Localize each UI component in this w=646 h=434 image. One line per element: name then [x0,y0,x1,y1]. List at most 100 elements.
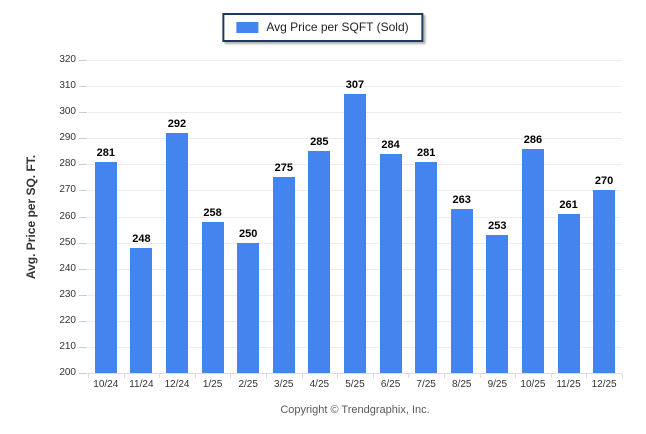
x-tick-label: 11/25 [556,379,581,390]
bar-cell: 270 [586,60,622,373]
y-axis-tick-labels: 320 310 300 290 280 270 260 250 240 230 220 210 200 [0,55,76,378]
y-tick-mark [79,242,87,244]
bar-cell: 275 [266,60,302,373]
y-tick-mark [79,60,87,61]
x-boundary-tick [444,374,445,378]
bar-cell: 263 [444,60,480,373]
bar-value-label: 286 [523,133,543,146]
copyright-text: Copyright © Trendgraphix, Inc. [280,404,430,416]
bar-value-label: 258 [203,206,222,219]
y-tick-mark [79,373,87,374]
x-boundary-tick [408,374,410,378]
bar-cell: 285 [302,60,338,373]
x-tick-label: 9/25 [487,379,508,390]
bar-value-label: 307 [345,78,365,91]
y-tick-mark [79,294,87,296]
x-boundary-tick [88,374,89,378]
y-tick-label: 210 [59,340,76,352]
bar-7/25 [415,161,438,373]
legend-label: Avg Price per SQFT (Sold) [266,20,409,34]
x-boundary-tick [622,374,623,378]
bar-11/24 [130,247,153,373]
x-tick-label: 10/24 [93,379,119,390]
x-boundary-tick [159,374,161,378]
y-tick-label: 280 [59,158,76,170]
y-tick-label: 230 [59,288,76,300]
y-tick-mark [79,346,87,348]
bar-value-label: 275 [274,162,293,175]
x-boundary-tick [301,374,303,378]
bar-3/25 [272,177,295,373]
bar-cell: 284 [373,60,409,373]
y-tick-mark [79,268,87,270]
bar-cell: 258 [195,60,231,373]
x-axis-labels: 10/24 11/24 12/24 1/25 2/25 3/25 4/25 5/25 6/25 7… [88,373,622,390]
y-tick-label: 240 [59,262,76,274]
bar-cell: 281 [408,60,444,373]
y-tick-label: 310 [59,80,76,92]
x-boundary-tick [586,374,588,378]
y-tick-label: 260 [59,210,76,222]
y-tick-label: 220 [59,314,76,326]
bar-value-label: 284 [381,138,400,151]
bar-value-label: 292 [167,118,187,131]
y-tick-mark [79,164,87,166]
y-tick-label: 320 [59,54,76,65]
y-tick-label: 270 [59,184,76,196]
x-tick-label: 6/25 [380,379,401,390]
bar-cell: 307 [337,60,373,373]
x-tick-label: 7/25 [416,379,436,390]
bar-cell: 253 [480,60,516,373]
y-tick-mark [79,86,87,88]
x-boundary-tick [550,374,552,378]
bar-value-label: 281 [416,146,436,159]
bar-12/24 [165,133,188,373]
bar-cell: 281 [88,60,124,373]
bar-2/25 [237,242,260,373]
bar-4/25 [308,151,331,373]
bar-8/25 [450,208,473,373]
bar-6/25 [379,153,402,373]
x-boundary-tick [123,374,125,378]
x-boundary-tick [515,374,517,378]
gridline [88,60,622,61]
y-tick-label: 200 [59,367,76,378]
bar-value-label: 261 [559,198,578,211]
x-boundary-tick [230,374,232,378]
bar-5/25 [343,93,366,373]
bar-cell: 261 [551,60,587,373]
bar-value-label: 285 [310,136,329,149]
bar-cell: 248 [124,60,160,373]
y-tick-label: 250 [59,236,76,248]
bar-10/24 [94,161,117,373]
bar-value-label: 270 [594,175,614,188]
gridline [88,86,622,88]
x-tick-label: 12/25 [591,379,617,390]
y-tick-mark [79,320,87,322]
x-boundary-tick [266,374,267,378]
y-tick-label: 300 [59,106,76,118]
bar-1/25 [201,221,224,373]
bar-value-label: 263 [452,193,471,206]
plot-area: 281 248 292 258 250 275 285 307 284 281 263 253 286 2… [88,60,623,390]
y-tick-mark [79,138,87,140]
bar-value-label: 253 [488,219,507,232]
x-tick-label: 3/25 [274,379,294,390]
bar-12/25 [593,190,616,373]
x-boundary-tick [372,374,374,378]
x-tick-label: 8/25 [452,379,472,390]
y-tick-mark [79,216,87,218]
x-boundary-tick [337,374,339,378]
bar-value-label: 250 [238,227,258,240]
y-tick-label: 290 [59,132,76,144]
x-tick-label: 5/25 [345,379,365,390]
bar-9/25 [486,234,509,373]
x-tick-label: 4/25 [309,379,330,390]
x-tick-label: 1/25 [202,379,223,390]
x-axis-ticks [88,373,623,378]
bar-cell: 292 [159,60,195,373]
bar-cell: 286 [515,60,551,373]
x-tick-label: 12/24 [164,379,190,390]
x-boundary-tick [479,374,481,378]
